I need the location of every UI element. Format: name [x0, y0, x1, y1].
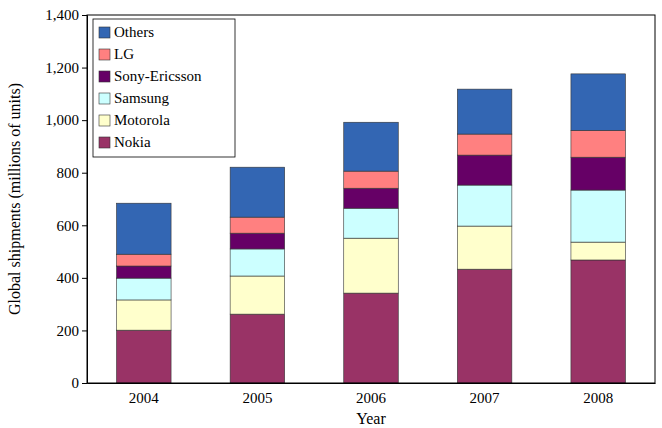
y-tick: 1,000 [45, 112, 87, 128]
legend-swatch [99, 93, 110, 104]
plot-frame [87, 15, 655, 383]
y-tick-mark [82, 173, 87, 174]
bar [571, 260, 626, 383]
y-axis-line [82, 16, 88, 384]
y-tick-label: 600 [57, 218, 80, 234]
y-tick: 400 [57, 270, 88, 286]
legend-swatch [99, 71, 110, 82]
y-tick-mark [82, 225, 87, 226]
legend-item: Samsung [99, 90, 170, 106]
bar [344, 171, 399, 188]
legend-label: Samsung [114, 90, 170, 106]
x-tick-label: 2007 [470, 390, 501, 406]
y-tick-label: 800 [57, 165, 80, 181]
bar [457, 269, 512, 383]
bar [457, 226, 512, 269]
chart: 0 200 400 600 800 1,000 1,200 1,400 2004 2005 2006… [0, 0, 662, 428]
x-axis-title: Year [356, 410, 386, 427]
bar [457, 134, 512, 155]
bar [571, 190, 626, 242]
y-tick-mark [82, 383, 87, 384]
x-tick: 2004 [129, 383, 160, 406]
series [117, 185, 626, 300]
legend-label: Sony-Ericsson [114, 68, 202, 84]
bar [571, 130, 626, 157]
bar [344, 188, 399, 208]
bar [571, 157, 626, 190]
bar [344, 238, 399, 293]
y-tick: 1,400 [45, 7, 87, 23]
bar [230, 167, 285, 217]
legend-swatch [99, 49, 110, 60]
y-tick: 800 [57, 165, 88, 181]
y-tick-mark [82, 120, 87, 121]
bar [230, 217, 285, 233]
bar [344, 293, 399, 383]
x-tick-label: 2006 [356, 390, 387, 406]
series [117, 226, 626, 330]
bar [230, 314, 285, 383]
y-tick: 600 [57, 218, 88, 234]
legend-swatch [99, 115, 110, 126]
legend-item: LG [99, 46, 134, 62]
bar [230, 233, 285, 249]
x-tick: 2005 [242, 383, 272, 406]
bar [457, 89, 512, 134]
y-tick-label: 1,200 [45, 60, 79, 76]
legend-label: Nokia [114, 134, 151, 150]
legend-swatch [99, 137, 110, 148]
legend: Others LG Sony-Ericsson Samsung Motorola Noki… [93, 19, 235, 157]
legend-label: Others [114, 24, 154, 40]
y-tick-label: 400 [57, 270, 80, 286]
y-tick: 1,200 [45, 60, 87, 76]
x-axis-line [88, 383, 656, 384]
y-tick-label: 200 [57, 323, 80, 339]
x-tick: 2007 [470, 383, 501, 406]
legend-item: Motorola [99, 112, 170, 128]
bar [344, 122, 399, 171]
bar [457, 155, 512, 185]
y-axis-title: Global shipments (millions of units) [6, 83, 24, 315]
bar [117, 203, 172, 254]
series [117, 155, 626, 278]
x-tick-label: 2008 [583, 390, 613, 406]
legend-label: Motorola [114, 112, 170, 128]
x-tick: 2006 [356, 383, 387, 406]
y-tick-label: 1,000 [45, 112, 79, 128]
bar [230, 276, 285, 314]
legend-box [93, 19, 235, 157]
x-tick-label: 2005 [242, 390, 272, 406]
x-tick: 2008 [583, 383, 613, 406]
x-tick-label: 2004 [129, 390, 160, 406]
bar [117, 254, 172, 266]
y-tick: 0 [72, 375, 88, 391]
plot: 0 200 400 600 800 1,000 1,200 1,400 2004 2005 2006… [45, 7, 655, 405]
bar [117, 300, 172, 330]
x-axis: 2004 2005 2006 2007 2008 [88, 383, 656, 406]
bar [117, 266, 172, 278]
bar [117, 330, 172, 383]
y-tick-mark [82, 68, 87, 69]
legend-item: Nokia [99, 134, 151, 150]
y-tick-label: 1,400 [45, 7, 79, 23]
legend-swatch [99, 27, 110, 38]
bar [344, 208, 399, 238]
y-tick-label: 0 [72, 375, 80, 391]
y-axis: 0 200 400 600 800 1,000 1,200 1,400 [45, 7, 87, 391]
legend-item: Sony-Ericsson [99, 68, 202, 84]
y-tick-mark [82, 15, 87, 16]
legend-label: LG [114, 46, 134, 62]
bar [230, 249, 285, 276]
bar [571, 242, 626, 260]
bar [457, 185, 512, 226]
y-tick: 200 [57, 323, 88, 339]
bar [117, 278, 172, 300]
y-tick-mark [82, 330, 87, 331]
bar [571, 74, 626, 131]
legend-item: Others [99, 24, 154, 40]
y-tick-mark [82, 278, 87, 279]
